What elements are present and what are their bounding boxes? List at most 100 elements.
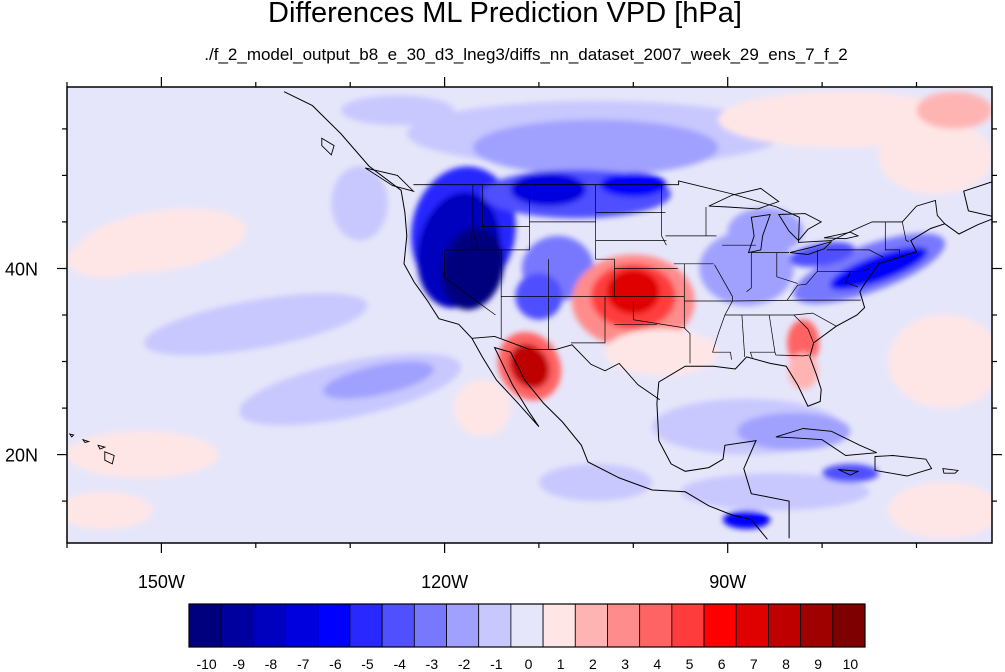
axis-ticks [57, 77, 1002, 553]
southeast-positive-anomaly [787, 319, 820, 367]
colorbar-swatch [542, 603, 576, 648]
colorbar-frame [188, 603, 866, 648]
colorbar-label: 2 [589, 656, 597, 672]
colorbar-label: 4 [653, 656, 661, 672]
hawaii-positive-band [67, 431, 218, 478]
island-puerto-rico [942, 468, 959, 474]
lake-huron [777, 213, 823, 242]
colorbar-swatch [381, 603, 415, 648]
island-hawaii [104, 451, 115, 465]
colorbar-label: -7 [297, 656, 310, 672]
state-border [817, 249, 870, 272]
hawaii-positive-band [67, 491, 152, 529]
coastline-pacific [283, 91, 768, 540]
colorbar-label: -1 [490, 656, 503, 672]
state-border [901, 221, 910, 242]
colorbar-swatch [413, 603, 447, 648]
state-border [444, 249, 496, 316]
colorbar: -10 -9 -8 -7 -6 -5 -4 -3 -2 -1 0 1 2 3 4 5 6 7 8 9 10 [188, 603, 866, 672]
island-vancouver [365, 167, 415, 193]
island-oahu [81, 438, 91, 444]
state-border [571, 296, 606, 344]
axis-tick-labels: 150W 120W 90W 40N 20N [5, 260, 746, 593]
colorbar-swatch [478, 603, 512, 648]
alaska-negative-band [340, 95, 454, 126]
state-border [774, 352, 809, 357]
colorbar-swatch [510, 603, 544, 648]
colorbar-label: 7 [750, 656, 758, 672]
southern-plains-positive-anomaly [606, 269, 660, 315]
sonora-positive-anomaly [509, 343, 550, 389]
colorbar-label: -2 [458, 656, 471, 672]
lon-tick-label: 120W [421, 572, 468, 592]
lake-erie [789, 241, 832, 255]
state-border [826, 249, 884, 258]
central-america-negative-band [723, 510, 771, 529]
colorbar-label: -8 [265, 656, 278, 672]
figure-title: Differences ML Prediction VPD [hPa] [268, 0, 742, 29]
colorbar-swatch [671, 603, 705, 648]
colorbar-swatch [832, 603, 866, 648]
colorbar-label: -6 [329, 656, 342, 672]
colorbar-swatch [768, 603, 802, 648]
state-border [661, 184, 667, 246]
state-border [632, 301, 686, 329]
colorbar-swatch [285, 603, 319, 648]
colorbar-label: 9 [814, 656, 822, 672]
lon-tick-label: 150W [138, 572, 185, 592]
northern-plains-negative-anomaly [510, 172, 587, 207]
lon-tick-label: 90W [709, 572, 746, 592]
colorbar-swatch [220, 603, 254, 648]
east-pacific-negative-band [331, 166, 388, 241]
northeast-negative-anomaly [789, 242, 855, 267]
state-border [786, 271, 818, 301]
state-border [884, 221, 900, 257]
island-kauai [68, 433, 75, 438]
colorbar-label: -10 [196, 656, 216, 672]
state-border [845, 271, 859, 288]
island-jamaica [837, 469, 860, 476]
mexico-pacific-negative-band [539, 463, 653, 502]
colorbar-swatch [639, 603, 673, 648]
state-border [746, 252, 752, 292]
east-pacific-negative-band [144, 293, 368, 356]
state-border [749, 314, 776, 358]
state-border [712, 264, 733, 360]
northeast-negative-anomaly [829, 246, 928, 291]
southeast-positive-anomaly [788, 352, 819, 390]
island-maui [97, 444, 107, 450]
state-border [776, 252, 798, 284]
colorbar-swatch [446, 603, 480, 648]
colorbar-label: 3 [621, 656, 629, 672]
border-us-mexico [471, 335, 661, 401]
north-atlantic-positive-band [916, 91, 992, 129]
coastline-layer [68, 91, 992, 540]
colorbar-swatch [703, 603, 737, 648]
canada-negative-band [472, 119, 719, 176]
state-border [741, 314, 746, 357]
lake-superior [708, 187, 780, 210]
colorbar-swatch [252, 603, 286, 648]
state-border [684, 299, 861, 302]
lake-ontario [823, 231, 860, 240]
colorbar-swatch [574, 603, 608, 648]
colorbar-swatch [607, 603, 641, 648]
colorbar-label: 1 [557, 656, 565, 672]
caribbean-negative-band [822, 463, 879, 483]
colorbar-label: -9 [233, 656, 246, 672]
colorbar-label: -4 [393, 656, 406, 672]
mid-atlantic-positive-band [888, 315, 992, 408]
colorbar-swatch [349, 603, 383, 648]
state-border [683, 263, 691, 364]
lat-tick-label: 40N [5, 260, 38, 280]
border-us-canada [413, 180, 946, 243]
state-border [472, 184, 478, 250]
east-pacific-negative-band [323, 361, 434, 399]
western-us-negative-anomaly [441, 227, 505, 310]
colorbar-swatch [735, 603, 769, 648]
state-border [444, 221, 615, 297]
map-panel: 150W 120W 90W 40N 20N [5, 77, 1002, 593]
colorbar-label: -3 [426, 656, 439, 672]
baja-positive-band [454, 380, 511, 436]
mid-atlantic-positive-band [888, 482, 992, 539]
